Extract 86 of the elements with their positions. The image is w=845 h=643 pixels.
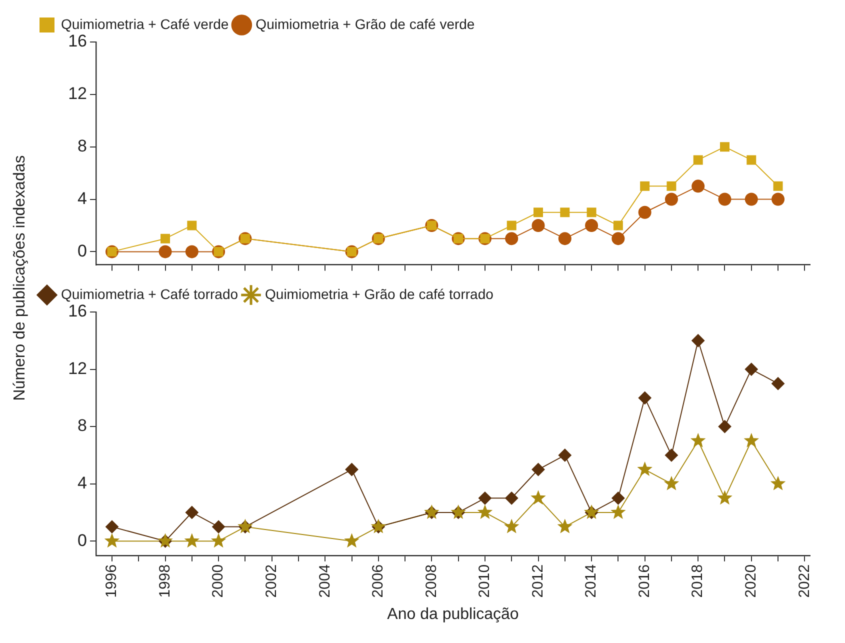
- y-tick-label: 0: [78, 241, 87, 260]
- point: [744, 362, 758, 376]
- x-tick-label: 2004: [316, 564, 334, 598]
- x-tick-label: 2016: [636, 564, 653, 598]
- point: [477, 504, 493, 519]
- point: [104, 533, 120, 548]
- x-tick-label: 1996: [103, 564, 120, 598]
- point: [532, 463, 545, 476]
- point: [105, 520, 118, 534]
- point: [638, 206, 652, 219]
- y-tick-label: 8: [78, 136, 87, 156]
- x-tick-label: 2012: [529, 564, 546, 598]
- x-tick-label: 2000: [210, 564, 227, 598]
- point: [690, 432, 706, 448]
- point: [664, 192, 678, 206]
- y-tick-label: 4: [78, 188, 87, 208]
- point: [744, 192, 758, 206]
- point: [637, 462, 652, 476]
- x-tick-label: 2010: [476, 564, 494, 598]
- point: [773, 181, 783, 191]
- y-tick-label: 12: [68, 358, 87, 378]
- point: [534, 208, 543, 218]
- point: [506, 220, 516, 230]
- point: [717, 490, 732, 505]
- point: [586, 208, 596, 218]
- x-tick-label: 2014: [582, 564, 600, 598]
- point: [184, 533, 200, 548]
- point: [692, 180, 705, 193]
- point: [772, 377, 785, 390]
- point: [693, 155, 703, 165]
- point: [158, 245, 172, 258]
- point: [610, 504, 626, 519]
- point: [344, 533, 360, 548]
- point: [558, 448, 572, 462]
- point: [185, 506, 198, 519]
- point: [560, 208, 570, 218]
- point: [505, 232, 518, 246]
- point: [613, 220, 623, 230]
- y-tick-label: 12: [68, 84, 87, 104]
- point: [585, 218, 598, 232]
- legend-label: Quimiometria + Grão de café torrado: [265, 286, 494, 302]
- point: [744, 432, 759, 448]
- point: [746, 155, 756, 165]
- point: [345, 463, 358, 476]
- point: [718, 420, 732, 434]
- x-tick-label: 2002: [262, 564, 280, 598]
- x-tick-label: 2008: [422, 564, 440, 598]
- x-tick-label: 2022: [796, 564, 813, 598]
- legend-label: Quimiometria + Café verde: [61, 16, 229, 32]
- x-tick-label: 1998: [156, 564, 174, 598]
- legend-label: Quimiometria + Café torrado: [61, 286, 238, 302]
- y-tick-label: 8: [78, 416, 87, 436]
- point: [692, 334, 705, 348]
- point: [772, 192, 785, 206]
- point: [505, 492, 518, 505]
- point: [504, 518, 520, 534]
- x-tick-label: 2018: [689, 564, 706, 598]
- y-tick-label: 16: [68, 302, 87, 321]
- point: [478, 492, 492, 505]
- point: [532, 218, 545, 232]
- point: [212, 520, 226, 534]
- point: [666, 181, 676, 191]
- point: [770, 476, 786, 490]
- point: [557, 518, 573, 534]
- point: [530, 490, 546, 505]
- x-axis-title: Ano da publicação: [387, 606, 519, 623]
- point: [185, 245, 198, 258]
- point: [160, 234, 170, 244]
- x-tick-label: 2006: [370, 564, 387, 598]
- point: [638, 391, 652, 404]
- point: [664, 448, 678, 462]
- point: [612, 232, 625, 246]
- y-tick-label: 0: [78, 530, 87, 550]
- point: [640, 181, 650, 191]
- point: [187, 220, 197, 230]
- y-axis-title: Número de publicações indexadas: [12, 155, 30, 401]
- legend-label: Quimiometria + Grão de café verde: [256, 16, 475, 32]
- point: [718, 192, 732, 206]
- point: [664, 476, 680, 490]
- x-tick-label: 2020: [742, 564, 760, 598]
- y-tick-label: 16: [68, 32, 87, 51]
- y-tick-label: 4: [78, 474, 87, 493]
- point: [612, 492, 625, 505]
- point: [720, 142, 730, 152]
- point: [210, 533, 226, 548]
- point: [558, 232, 572, 246]
